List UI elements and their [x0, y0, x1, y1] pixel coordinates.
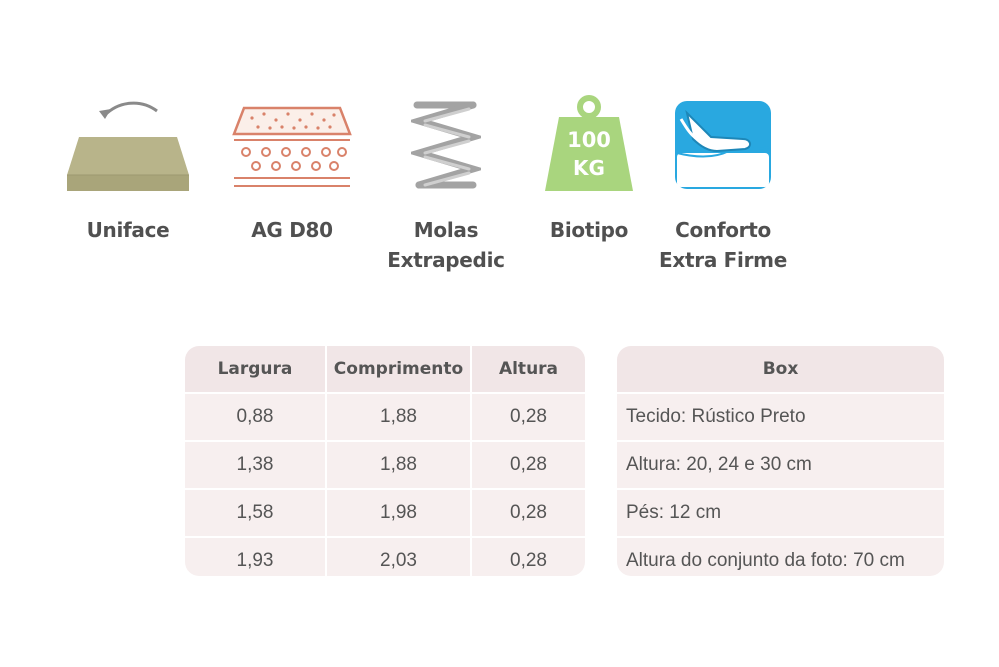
box-feet: Pés: 12 cm: [617, 490, 944, 536]
table-row: Altura: 20, 24 e 30 cm: [617, 442, 944, 490]
cell-largura: 1,58: [185, 490, 327, 536]
cell-largura: 1,93: [185, 538, 327, 576]
feature-label: Uniface: [86, 218, 170, 242]
table-row: 1,38 1,88 0,28: [185, 442, 585, 490]
cell-altura: 0,28: [472, 490, 585, 536]
header-altura: Altura: [472, 346, 585, 392]
feature-label: Biotipo: [549, 218, 629, 242]
cell-altura: 0,28: [472, 442, 585, 488]
table-row: Tecido: Rústico Preto: [617, 394, 944, 442]
header-box: Box: [617, 346, 944, 392]
cell-largura: 1,38: [185, 442, 327, 488]
cell-comprimento: 1,88: [327, 442, 472, 488]
feature-ag-d80: AG D80: [222, 95, 362, 245]
table-row: 0,88 1,88 0,28: [185, 394, 585, 442]
feature-uniface: Uniface: [58, 95, 198, 245]
spring-icon: [376, 95, 516, 195]
table-row: 1,93 2,03 0,28: [185, 538, 585, 576]
box-fabric: Tecido: Rústico Preto: [617, 394, 944, 440]
dimensions-table: Largura Comprimento Altura 0,88 1,88 0,2…: [185, 346, 585, 576]
weight-100kg-icon: 100 KG: [519, 95, 659, 195]
hand-press-icon: [653, 95, 793, 195]
table-row: 1,58 1,98 0,28: [185, 490, 585, 538]
weight-value: 100: [567, 128, 611, 152]
feature-label: Conforto Extra Firme: [659, 218, 787, 272]
table-row: Pés: 12 cm: [617, 490, 944, 538]
weight-unit: KG: [573, 156, 605, 180]
cell-comprimento: 2,03: [327, 538, 472, 576]
table-row: Altura do conjunto da foto: 70 cm: [617, 538, 944, 576]
feature-biotipo: 100 KG Biotipo: [519, 95, 659, 245]
cell-altura: 0,28: [472, 538, 585, 576]
mattress-flip-icon: [58, 95, 198, 195]
header-comprimento: Comprimento: [327, 346, 472, 392]
header-largura: Largura: [185, 346, 327, 392]
table-header-row: Largura Comprimento Altura: [185, 346, 585, 394]
box-table: Box Tecido: Rústico Preto Altura: 20, 24…: [617, 346, 944, 576]
table-header-row: Box: [617, 346, 944, 394]
feature-conforto: Conforto Extra Firme: [653, 95, 793, 275]
feature-molas: Molas Extrapedic: [376, 95, 516, 275]
cell-largura: 0,88: [185, 394, 327, 440]
cell-comprimento: 1,88: [327, 394, 472, 440]
box-height: Altura: 20, 24 e 30 cm: [617, 442, 944, 488]
foam-layers-icon: [222, 95, 362, 195]
cell-altura: 0,28: [472, 394, 585, 440]
feature-label: AG D80: [251, 218, 333, 242]
feature-label: Molas Extrapedic: [387, 218, 505, 272]
cell-comprimento: 1,98: [327, 490, 472, 536]
box-set-height: Altura do conjunto da foto: 70 cm: [617, 538, 944, 576]
